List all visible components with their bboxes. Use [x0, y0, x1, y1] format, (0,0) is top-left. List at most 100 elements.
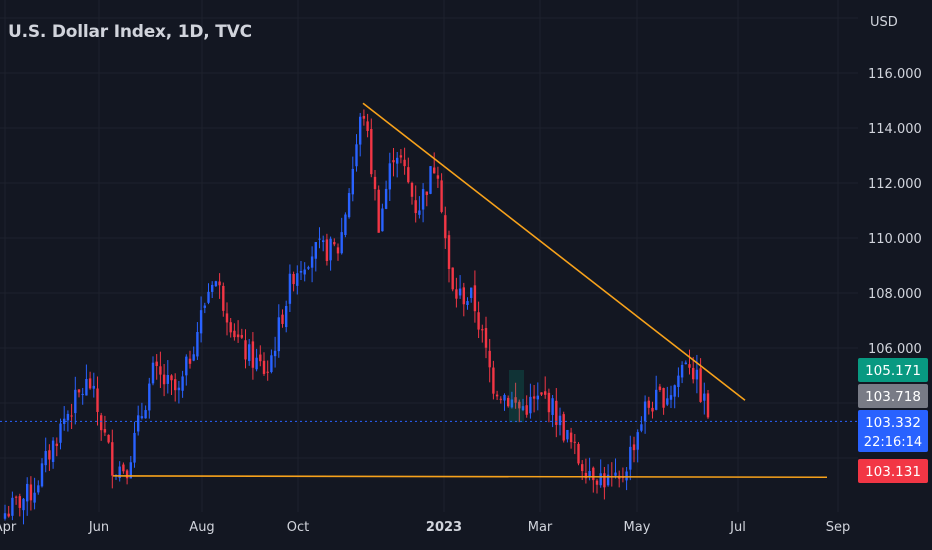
candle-body: [603, 473, 606, 488]
price-tick-label: 112.000: [868, 177, 922, 192]
candle-body: [133, 432, 136, 463]
candles: [3, 109, 710, 525]
candle-body: [703, 393, 706, 401]
candle-body: [277, 317, 280, 352]
candle-body: [695, 369, 699, 380]
time-tick-label: Jul: [729, 520, 746, 535]
candle-body: [148, 383, 151, 411]
candle-body: [29, 484, 33, 501]
candle-body: [273, 350, 277, 357]
candle-body: [499, 398, 502, 400]
candle-body: [199, 310, 203, 334]
candle-body: [88, 378, 92, 389]
candle-body: [525, 405, 528, 415]
price-tag: 103.131: [858, 459, 928, 483]
candle-body: [592, 467, 595, 481]
candle-body: [22, 498, 25, 511]
candle-body: [81, 393, 84, 395]
price-tag-value: 105.171: [865, 363, 921, 379]
candle-body: [421, 189, 425, 210]
time-tick-label: Aug: [189, 520, 214, 535]
time-tick-label: Apr: [0, 520, 17, 535]
candle-body: [451, 267, 454, 290]
candle-body: [125, 470, 129, 479]
candle-body: [458, 288, 462, 296]
trendline[interactable]: [112, 475, 828, 479]
candle-body: [606, 474, 610, 486]
candle-body: [536, 395, 539, 400]
time-tick-label: 2023: [426, 520, 462, 535]
candle-body: [647, 400, 650, 408]
candle-body: [373, 176, 377, 190]
candle-body: [362, 115, 366, 119]
candle-body: [514, 397, 517, 403]
price-tick-label: 110.000: [868, 232, 922, 247]
candle-body: [688, 364, 691, 368]
candle-body: [507, 397, 510, 407]
candle-body: [259, 354, 262, 362]
candle-body: [336, 247, 340, 254]
candle-body: [655, 389, 658, 410]
candle-body: [59, 423, 62, 443]
candle-body: [137, 415, 140, 432]
price-tag: 105.171: [858, 358, 928, 382]
candle-body: [18, 496, 21, 508]
candle-body: [296, 273, 299, 286]
trendline[interactable]: [362, 102, 746, 401]
candle-body: [680, 364, 684, 378]
candle-body: [92, 385, 95, 389]
candle-body: [658, 386, 662, 391]
price-tag: 103.332 22:16:14: [858, 410, 928, 452]
candle-body: [33, 492, 36, 503]
candle-body: [292, 273, 295, 285]
candle-body: [558, 415, 562, 426]
time-tick-label: Oct: [287, 520, 309, 535]
price-tag-value: 103.718: [865, 389, 921, 405]
candle-body: [96, 388, 99, 412]
candle-body: [340, 232, 343, 254]
highlight-box[interactable]: [509, 370, 524, 423]
candle-body: [455, 289, 458, 299]
candle-body: [166, 375, 169, 384]
candle-body: [144, 410, 147, 419]
candle-body: [440, 180, 443, 212]
candle-body: [222, 285, 225, 311]
candle-body: [370, 129, 373, 175]
price-tag-value: 103.131: [865, 464, 921, 480]
candle-body: [355, 144, 358, 167]
candle-body: [26, 483, 29, 502]
candle-body: [481, 329, 484, 331]
candle-body: [40, 463, 44, 487]
candle-body: [185, 356, 188, 376]
candle-body: [333, 242, 336, 245]
candle-body: [170, 375, 173, 381]
candle-body: [159, 366, 162, 375]
candle-body: [262, 360, 266, 374]
candle-body: [140, 416, 144, 419]
candle-body: [473, 285, 477, 312]
candle-body: [584, 472, 588, 479]
candle-body: [196, 332, 199, 357]
candle-body: [447, 235, 451, 269]
candle-body: [207, 291, 210, 303]
candle-body: [240, 335, 243, 338]
drawings[interactable]: [0, 102, 858, 479]
candle-body: [414, 200, 417, 214]
candle-body: [551, 398, 554, 415]
candle-body: [466, 301, 469, 306]
candle-body: [303, 269, 306, 275]
candle-body: [595, 480, 599, 485]
axes: USD 116.000 114.000 112.000 110.000 108.000 1…: [0, 15, 922, 535]
candle-body: [118, 466, 121, 479]
candle-body: [48, 450, 51, 460]
candle-body: [314, 242, 317, 259]
candle-body: [285, 305, 288, 328]
candle-body: [692, 367, 695, 380]
candle-body: [3, 513, 7, 519]
candle-body: [392, 160, 395, 163]
candle-body: [203, 305, 206, 308]
candle-body: [636, 432, 639, 450]
candle-body: [573, 441, 576, 443]
